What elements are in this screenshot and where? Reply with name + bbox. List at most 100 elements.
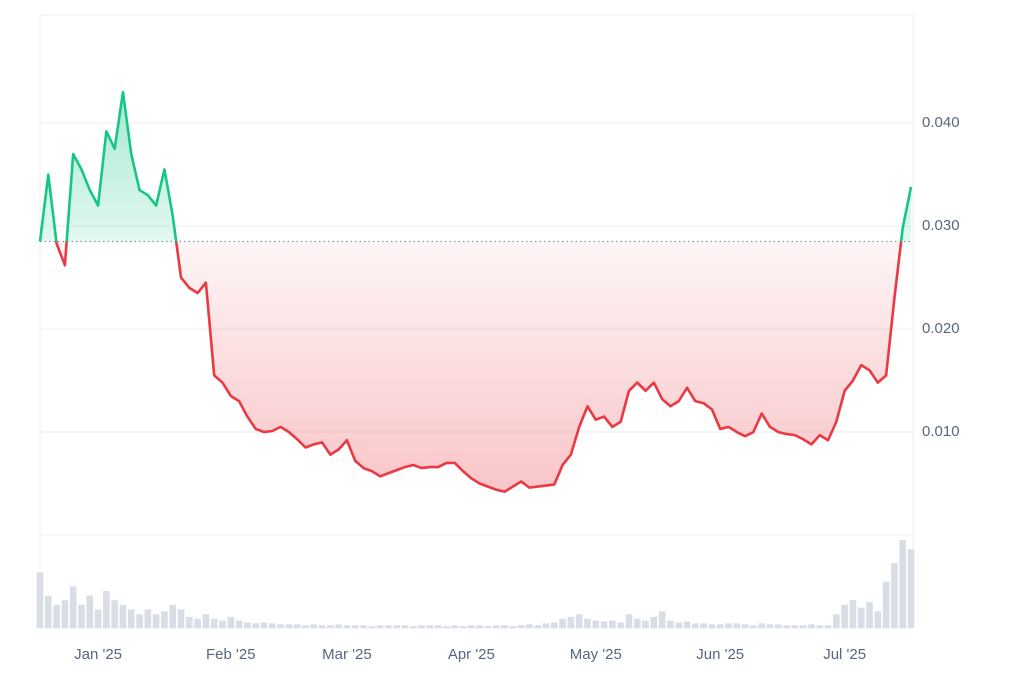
y-tick-label: 0.030 (922, 217, 960, 234)
volume-bar (708, 624, 716, 628)
x-tick-label: May '25 (570, 646, 622, 663)
volume-bar (177, 609, 185, 628)
volume-bar (202, 614, 210, 628)
volume-bar (119, 604, 127, 628)
volume-bar (244, 622, 251, 628)
volume-bar (459, 626, 467, 628)
volume-bar (534, 625, 542, 628)
x-tick-label: Mar '25 (322, 646, 372, 663)
volume-bar (144, 609, 152, 628)
volume-bar (136, 614, 143, 628)
volume-bar (650, 616, 658, 628)
y-tick-label: 0.020 (922, 320, 960, 337)
volume-bar (94, 609, 102, 628)
volume-bar (318, 625, 326, 628)
volume-bar (268, 623, 276, 628)
volume-bar (692, 623, 699, 628)
volume-bar (824, 625, 832, 628)
volume-bar (484, 626, 492, 628)
volume-bar (567, 616, 575, 628)
volume-bar (509, 626, 517, 628)
y-tick-label: 0.010 (922, 423, 960, 440)
volume-bar (401, 625, 409, 628)
x-tick-label: Jun '25 (696, 646, 744, 663)
volume-bar (766, 624, 774, 628)
volume-bar (774, 624, 782, 628)
volume-bar (310, 624, 318, 628)
area-fill (40, 92, 911, 492)
volume-bar (86, 595, 94, 628)
x-tick-label: Apr '25 (448, 646, 495, 663)
volume-bar (517, 625, 525, 628)
volume-bar (418, 625, 425, 628)
volume-bar (841, 604, 848, 628)
volume-bar (53, 604, 60, 628)
volume-bar (434, 625, 442, 628)
volume-bar (69, 586, 77, 628)
volume-bar (526, 624, 533, 628)
volume-bar (169, 604, 177, 628)
volume-bar (725, 623, 732, 628)
volume-bar (799, 625, 807, 628)
volume-bar (609, 620, 616, 628)
volume-bar (451, 625, 459, 628)
volume-bar (227, 616, 235, 628)
volume-bar (36, 572, 44, 628)
volume-bar (127, 609, 135, 628)
volume-bar (575, 614, 583, 628)
volume-bar (808, 624, 815, 628)
volume-bar (327, 625, 334, 628)
volume-bar (185, 616, 193, 628)
volume-bar (351, 625, 359, 628)
volume-bar (210, 618, 218, 628)
volume-bar (857, 607, 865, 628)
volume-bar (409, 626, 417, 628)
volume-bar (468, 625, 475, 628)
x-tick-label: Feb '25 (206, 646, 256, 663)
volume-bar (600, 621, 608, 628)
price-line (38, 90, 913, 494)
volume-bar (103, 590, 110, 628)
volume-bar (385, 625, 392, 628)
volume-bar (891, 563, 898, 628)
volume-bar (285, 624, 293, 628)
volume-bar (741, 624, 749, 628)
volume-bar (899, 540, 907, 628)
volume-bar (675, 622, 683, 628)
volume-bar (625, 614, 633, 628)
volume-bar (882, 581, 890, 628)
volume-bar (617, 622, 624, 628)
volume-bar (111, 600, 118, 628)
volume-bar (633, 618, 641, 628)
volume-bar (252, 623, 259, 628)
volume-bar (302, 625, 309, 628)
volume-bar (194, 618, 201, 628)
volume-bar (152, 614, 160, 628)
volume-bar (542, 623, 550, 628)
y-tick-label: 0.040 (922, 114, 960, 131)
volume-bar (658, 611, 666, 628)
volume-bar (443, 626, 450, 628)
volume-bar (667, 620, 674, 628)
volume-bar (343, 625, 351, 628)
x-tick-label: Jan '25 (74, 646, 122, 663)
volume-bar (592, 620, 600, 628)
volume-bar (833, 614, 840, 628)
volume-bar (874, 611, 882, 628)
volume-bar (816, 625, 824, 628)
volume-bar (750, 625, 757, 628)
volume-bar (550, 622, 558, 628)
volume-bar (683, 621, 691, 628)
volume-bar (733, 623, 741, 628)
volume-bar (360, 625, 367, 628)
volume-bar (791, 625, 799, 628)
volume-bar (235, 620, 243, 628)
volume-bar (376, 625, 384, 628)
volume-bar (44, 595, 52, 628)
volume-bar (501, 625, 508, 628)
volume-bar (426, 625, 434, 628)
volume-bar (161, 611, 168, 628)
volume-bar (293, 624, 301, 628)
volume-bar (393, 625, 401, 628)
